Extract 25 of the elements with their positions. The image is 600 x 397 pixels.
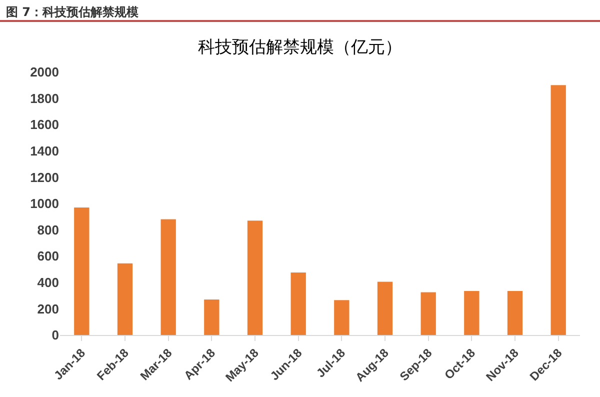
bar bbox=[507, 290, 523, 335]
bar bbox=[290, 272, 306, 335]
bar bbox=[377, 282, 393, 335]
y-tick-label: 0 bbox=[52, 328, 59, 343]
y-tick-label: 2000 bbox=[30, 64, 59, 80]
bar bbox=[550, 85, 566, 335]
y-tick-label: 1600 bbox=[30, 117, 59, 132]
y-tick-label: 1000 bbox=[30, 196, 59, 212]
y-tick-label: 600 bbox=[37, 248, 59, 264]
y-tick-label: 200 bbox=[37, 301, 59, 316]
bar bbox=[247, 220, 263, 335]
y-tick-label: 800 bbox=[37, 222, 59, 238]
bar bbox=[204, 300, 220, 335]
y-tick-label: 1200 bbox=[30, 170, 59, 185]
bar bbox=[74, 207, 90, 335]
bar bbox=[160, 219, 176, 335]
bar bbox=[334, 300, 350, 335]
bar bbox=[117, 263, 133, 335]
chart-title: 科技预估解禁规模（亿元） bbox=[198, 38, 402, 58]
y-tick-label: 400 bbox=[37, 274, 59, 290]
bar bbox=[464, 290, 480, 335]
bar bbox=[420, 292, 436, 335]
caption: 图 7：科技预估解禁规模 bbox=[0, 0, 600, 22]
y-tick-label: 1800 bbox=[30, 90, 59, 106]
y-tick-label: 1400 bbox=[30, 143, 59, 158]
